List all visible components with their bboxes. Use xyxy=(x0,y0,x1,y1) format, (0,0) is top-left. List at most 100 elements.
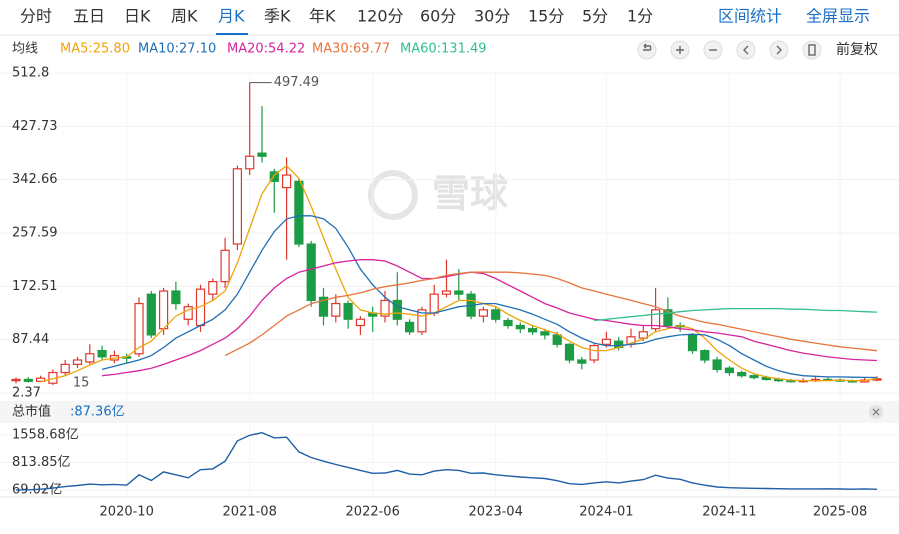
candle-body xyxy=(515,324,525,330)
sub-y-tick-label: 813.85亿 xyxy=(12,455,71,470)
tab[interactable]: 5分 xyxy=(582,7,608,26)
candle-body xyxy=(700,350,710,361)
candle-body xyxy=(220,249,230,283)
sub-title: 总市值 xyxy=(12,404,51,420)
candles xyxy=(11,82,882,386)
candle-body xyxy=(417,309,427,333)
y-tick-label: 257.59 xyxy=(12,225,58,240)
candle-body xyxy=(183,306,193,320)
candle-body xyxy=(712,359,722,371)
candle-body xyxy=(478,309,488,317)
link[interactable]: 全屏显示 xyxy=(806,7,870,26)
legend-entry: MA60:131.49 xyxy=(400,42,487,57)
candle-body xyxy=(405,321,415,333)
candle-body xyxy=(60,363,70,374)
tab[interactable]: 15分 xyxy=(528,7,564,26)
candle-body xyxy=(441,290,452,295)
tool-button[interactable] xyxy=(769,40,789,60)
y-tick-label: 2.37 xyxy=(12,386,41,401)
y-tick-label: 427.73 xyxy=(12,119,58,134)
market-cap-line xyxy=(15,431,878,491)
watermark-text: 雪球 xyxy=(432,172,509,216)
watermark-logo xyxy=(368,170,418,220)
candle-body xyxy=(331,302,341,317)
candle-body xyxy=(564,343,575,361)
tab[interactable]: 年K xyxy=(309,7,336,26)
tool-button[interactable] xyxy=(736,40,756,60)
candle-body xyxy=(72,359,83,365)
tab[interactable]: 季K xyxy=(264,7,291,26)
icon xyxy=(808,44,816,56)
adjust-label[interactable]: 前复权 xyxy=(836,41,878,58)
candle-body xyxy=(601,338,612,345)
close-icon xyxy=(872,408,880,416)
min-label: 15 xyxy=(73,376,90,391)
candle-body xyxy=(638,331,648,339)
candle-body xyxy=(355,318,365,327)
tab[interactable]: 60分 xyxy=(420,7,456,26)
tool-icons xyxy=(643,43,816,56)
candle-body xyxy=(380,299,390,317)
tab[interactable]: 1分 xyxy=(627,7,653,26)
candle-body xyxy=(392,299,402,320)
candle-body xyxy=(552,334,562,345)
candle-body xyxy=(11,378,21,382)
candle-body xyxy=(269,171,279,182)
candle-body xyxy=(687,334,698,352)
icon xyxy=(776,45,782,55)
y-tick-label: 512.8 xyxy=(12,66,49,81)
ma-line xyxy=(40,164,878,383)
tab[interactable]: 月K xyxy=(218,7,245,26)
x-tick-label: 2021-08 xyxy=(223,505,277,520)
candle-body xyxy=(540,331,550,336)
legend-entry: MA10:27.10 xyxy=(138,42,216,57)
candle-body xyxy=(306,243,316,302)
tool-button[interactable] xyxy=(802,40,822,60)
ma-line xyxy=(102,259,878,377)
candle-body xyxy=(749,375,759,379)
y-tick-label: 172.51 xyxy=(12,279,58,294)
x-tick-label: 2022-06 xyxy=(346,505,400,520)
candle-body xyxy=(650,309,661,330)
candle-body xyxy=(282,174,292,189)
tab[interactable]: 五日 xyxy=(73,7,105,26)
tab[interactable]: 30分 xyxy=(474,7,510,26)
x-tick-label: 2020-10 xyxy=(100,505,154,520)
legend-entry: MA20:54.22 xyxy=(227,42,305,57)
candle-body xyxy=(85,353,95,363)
candle-body xyxy=(737,371,747,377)
candle-body xyxy=(724,367,735,374)
candle-body xyxy=(503,319,513,327)
candle-body xyxy=(232,168,242,245)
candle-body xyxy=(429,293,439,314)
candle-body xyxy=(343,302,353,320)
ma-line xyxy=(101,215,878,379)
toolbar xyxy=(637,40,822,60)
candle-body xyxy=(527,328,538,333)
max-label: 497.49 xyxy=(274,75,320,90)
ma-line xyxy=(224,271,878,357)
tab[interactable]: 分时 xyxy=(20,7,52,26)
tab[interactable]: 周K xyxy=(171,7,198,26)
sub-y-tick-label: 1558.68亿 xyxy=(12,428,79,443)
candle-body xyxy=(146,293,156,336)
sub-current: :87.36亿 xyxy=(70,405,125,420)
x-tick-label: 2023-04 xyxy=(469,505,523,520)
legend-entry: MA30:69.77 xyxy=(312,42,390,57)
link[interactable]: 区间统计 xyxy=(718,7,782,26)
x-tick-label: 2025-08 xyxy=(813,505,867,520)
tab[interactable]: 日K xyxy=(124,7,151,26)
x-tick-label: 2024-01 xyxy=(579,505,633,520)
candle-body xyxy=(159,290,169,330)
ma-lines xyxy=(40,164,878,383)
candle-body xyxy=(454,290,464,295)
icon xyxy=(676,46,684,54)
legend-entry: MA5:25.80 xyxy=(60,42,130,57)
ma-line xyxy=(594,307,878,322)
candle-body xyxy=(257,152,267,157)
tab[interactable]: 120分 xyxy=(357,7,404,26)
candle-body xyxy=(318,296,329,317)
y-tick-label: 342.66 xyxy=(12,172,58,187)
